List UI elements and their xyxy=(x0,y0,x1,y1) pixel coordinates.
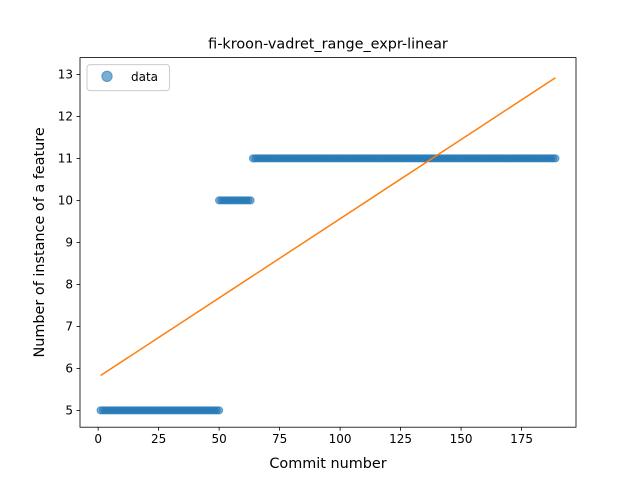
x-axis-ticks: 0 25 50 75 100 125 150 175 xyxy=(94,427,533,446)
y-tick-label: 9 xyxy=(65,236,73,250)
y-tick-label: 7 xyxy=(65,320,73,334)
x-tick-label: 175 xyxy=(510,432,533,446)
plot-data-layer xyxy=(96,77,560,415)
y-tick-label: 13 xyxy=(58,68,73,82)
y-tick-label: 5 xyxy=(65,404,73,418)
legend-label-data: data xyxy=(131,70,158,84)
fit-line xyxy=(100,77,556,377)
x-tick-label: 75 xyxy=(272,432,287,446)
y-tick-label: 10 xyxy=(58,194,73,208)
y-axis-ticks: 5 6 7 8 9 10 11 12 13 xyxy=(58,68,80,418)
x-tick-label: 25 xyxy=(151,432,166,446)
legend: data xyxy=(86,64,170,92)
data-point xyxy=(215,406,224,415)
y-tick-label: 11 xyxy=(58,152,73,166)
x-tick-label: 125 xyxy=(389,432,412,446)
x-tick-label: 150 xyxy=(450,432,473,446)
data-point xyxy=(246,196,255,205)
y-tick-label: 12 xyxy=(58,110,73,124)
data-point xyxy=(551,154,560,163)
y-tick-label: 8 xyxy=(65,278,73,292)
x-tick-label: 0 xyxy=(94,432,102,446)
x-tick-label: 50 xyxy=(211,432,226,446)
y-tick-label: 6 xyxy=(65,362,73,376)
chart-title: fi-kroon-vadret_range_expr-linear xyxy=(208,37,448,53)
x-axis-label: Commit number xyxy=(269,456,386,472)
legend-marker-data xyxy=(101,70,113,83)
x-tick-label: 100 xyxy=(329,432,352,446)
y-axis-label: Number of instance of a feature xyxy=(32,127,48,357)
